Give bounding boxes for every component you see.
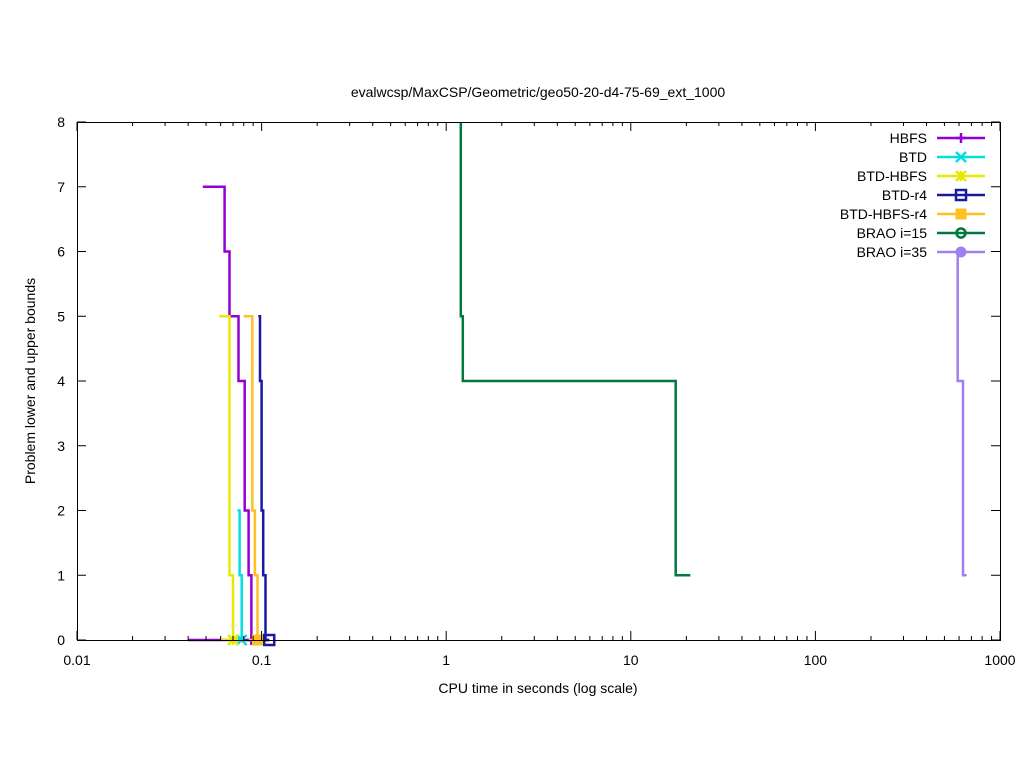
series-brao-i-15 <box>459 122 691 577</box>
series-upper-line <box>219 315 235 640</box>
series-upper-line <box>243 315 259 640</box>
series-upper-line <box>459 122 691 577</box>
x-tick-label: 1000 <box>984 652 1015 668</box>
x-axis-title: CPU time in seconds (log scale) <box>438 680 637 696</box>
x-axis: 0.01 0.1 1 10 100 1000 <box>63 122 1016 668</box>
x-tick-label: 1 <box>442 652 450 668</box>
legend-label: BTD <box>899 149 927 165</box>
series-upper-line <box>202 185 253 640</box>
y-tick-label: 6 <box>57 244 65 260</box>
x-tick-label: 0.01 <box>63 652 90 668</box>
circle-marker <box>955 227 967 239</box>
legend-label: BRAO i=15 <box>857 225 928 241</box>
filled-circle-marker <box>955 246 967 258</box>
legend: HBFS BTD BTD-HBFS BTD-r4 BTD-HBFS-r4 BRAO i=1… <box>840 130 985 260</box>
series-upper-line <box>258 315 270 642</box>
legend-label: BTD-r4 <box>882 187 927 203</box>
x-tick-label: 100 <box>804 652 828 668</box>
y-axis-title: Problem lower and upper bounds <box>22 278 38 484</box>
y-tick-label: 5 <box>57 308 65 324</box>
chart-title: evalwcsp/MaxCSP/Geometric/geo50-20-d4-75… <box>351 84 726 100</box>
box-marker <box>954 188 968 202</box>
series-upper-line <box>237 509 243 640</box>
x-tick-label: 0.1 <box>252 652 272 668</box>
y-tick-label: 4 <box>57 373 65 389</box>
y-axis: 0 1 2 3 4 5 6 7 8 <box>57 114 1000 648</box>
y-tick-label: 1 <box>57 567 65 583</box>
legend-label: BTD-HBFS <box>857 168 927 184</box>
y-tick-label: 7 <box>57 179 65 195</box>
y-tick-label: 2 <box>57 503 65 519</box>
series-upper-line <box>956 316 967 577</box>
y-tick-label: 0 <box>57 632 65 648</box>
star-marker <box>955 170 967 182</box>
cross-marker <box>955 151 967 163</box>
y-tick-label: 3 <box>57 438 65 454</box>
legend-label: BTD-HBFS-r4 <box>840 206 927 222</box>
filled-box-marker <box>955 208 967 220</box>
legend-label: BRAO i=35 <box>857 244 928 260</box>
series-brao-i-35 <box>956 252 967 577</box>
legend-label: HBFS <box>890 130 927 146</box>
y-tick-label: 8 <box>57 114 65 130</box>
x-tick-label: 10 <box>623 652 639 668</box>
